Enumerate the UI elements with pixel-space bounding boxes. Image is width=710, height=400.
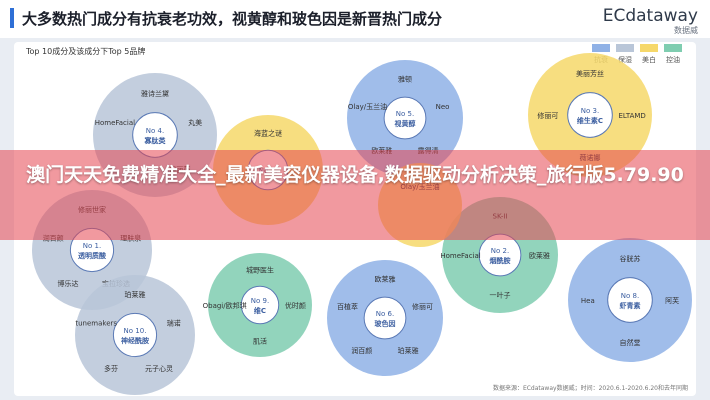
brand-name: ECdataway	[602, 6, 698, 26]
brand-label: 肌活	[253, 336, 267, 345]
bubble-rank-label: No 3.	[581, 107, 599, 115]
bubble-center	[607, 277, 653, 323]
legend-label: 控油	[666, 56, 680, 64]
bubble-rank-label: No 2.	[491, 247, 509, 255]
legend-swatch	[664, 44, 682, 52]
bubble-center	[240, 285, 280, 325]
bubble-ingredient-label: 玻色因	[375, 319, 396, 328]
title-accent-bar	[10, 8, 14, 28]
legend-swatch	[616, 44, 634, 52]
bubble-rank-label: No 6.	[376, 310, 394, 318]
bubble-ingredient-label: 透明质酸	[78, 251, 107, 260]
brand-label: HomeFacial	[95, 119, 135, 127]
brand-label: 元子心灵	[145, 365, 173, 373]
brand-label: ELTAMD	[619, 112, 646, 120]
brand-label: 多芬	[104, 364, 118, 373]
bubble-rank-label: No 1.	[83, 242, 101, 250]
legend-label: 美白	[642, 56, 656, 64]
source-note: 数据来源：ECdataway数据威；时间：2020.6.1-2020.6.20和…	[492, 385, 688, 392]
bubble-ingredient-label: 维生素C	[577, 116, 603, 125]
bubble-ingredient-label: 神经酰胺	[121, 336, 149, 345]
brand-label: 美丽芳丝	[576, 69, 604, 78]
bubble-ingredient-label: 烟酰胺	[490, 256, 511, 265]
brand-label: 自然堂	[620, 338, 641, 347]
legend-swatch	[592, 44, 610, 52]
bubble-ingredient-label: 视黄醇	[395, 119, 416, 128]
brand-label: 修丽可	[412, 302, 433, 311]
brand-label: 欧莱雅	[529, 251, 550, 260]
brand-label: 瑞诺	[167, 318, 181, 327]
bubble-center	[478, 233, 522, 277]
brand-label: 雅诗兰黛	[141, 89, 169, 98]
bubble-ingredient-label: 寡肽类	[144, 136, 167, 145]
ingredient-bubble: No 5.视黄醇雅顿Neo露得清欧莱雅Olay/玉兰油	[347, 60, 463, 176]
brand-label: Olay/玉兰油	[348, 102, 387, 111]
page-title: 大多数热门成分有抗衰老功效，视黄醇和玻色因是新晋热门成分	[22, 10, 443, 28]
brand-logo: ECdataway 数据威	[578, 6, 698, 35]
header: 大多数热门成分有抗衰老功效，视黄醇和玻色因是新晋热门成分 ECdataway 数…	[0, 0, 710, 38]
bubble-rank-label: No 10.	[124, 327, 147, 335]
brand-label: 博乐达	[58, 279, 79, 288]
bubble-ingredient-label: 维C	[254, 306, 266, 315]
brand-label: 优时颜	[285, 301, 306, 310]
brand-label: 阿芙	[665, 296, 679, 305]
bubble-center	[567, 92, 613, 138]
bubble-center	[383, 96, 427, 140]
brand-label: 百植萃	[337, 302, 358, 311]
bubble-rank-label: No 8.	[621, 292, 639, 300]
brand-label: tunemakers	[75, 319, 117, 327]
brand-label: 谷胱苏	[620, 254, 641, 263]
overlay-text: 澳门天天免费精准大全_最新美容仪器设备,数据驱动分析决策_旅行版5.79.90	[26, 164, 684, 186]
bubble-center	[363, 296, 407, 340]
panel-subtitle: Top 10成分及该成分下Top 5品牌	[26, 47, 146, 56]
brand-label: 欧莱雅	[375, 275, 396, 284]
bubble-rank-label: No 5.	[396, 110, 414, 118]
brand-label: 珀莱雅	[398, 346, 419, 355]
brand-label: 城野医生	[246, 266, 274, 275]
brand-label: Hea	[581, 297, 595, 305]
brand-label: 修丽可	[537, 111, 558, 120]
brand-label: 丸美	[188, 118, 202, 127]
brand-label: HomeFacial	[440, 252, 480, 260]
brand-sub: 数据威	[674, 26, 698, 35]
brand-label: 海蓝之谜	[254, 129, 282, 138]
overlay-banner: 澳门天天免费精准大全_最新美容仪器设备,数据驱动分析决策_旅行版5.79.90	[0, 150, 710, 240]
brand-label: 雅顿	[398, 75, 412, 84]
brand-label: 一叶子	[490, 290, 511, 299]
bubble-center	[112, 312, 158, 358]
bubble-rank-label: No 4.	[146, 127, 164, 135]
brand-label: Neo	[436, 103, 450, 111]
legend-label: 保湿	[618, 56, 632, 64]
legend-swatch	[640, 44, 658, 52]
brand-label: 润百颜	[351, 346, 372, 355]
brand-label: 珀莱雅	[125, 290, 146, 299]
bubble-rank-label: No 9.	[251, 297, 269, 305]
brand-label: Obagi/欧邦琪	[203, 301, 247, 310]
bubble-ingredient-label: 虾青素	[620, 301, 641, 310]
